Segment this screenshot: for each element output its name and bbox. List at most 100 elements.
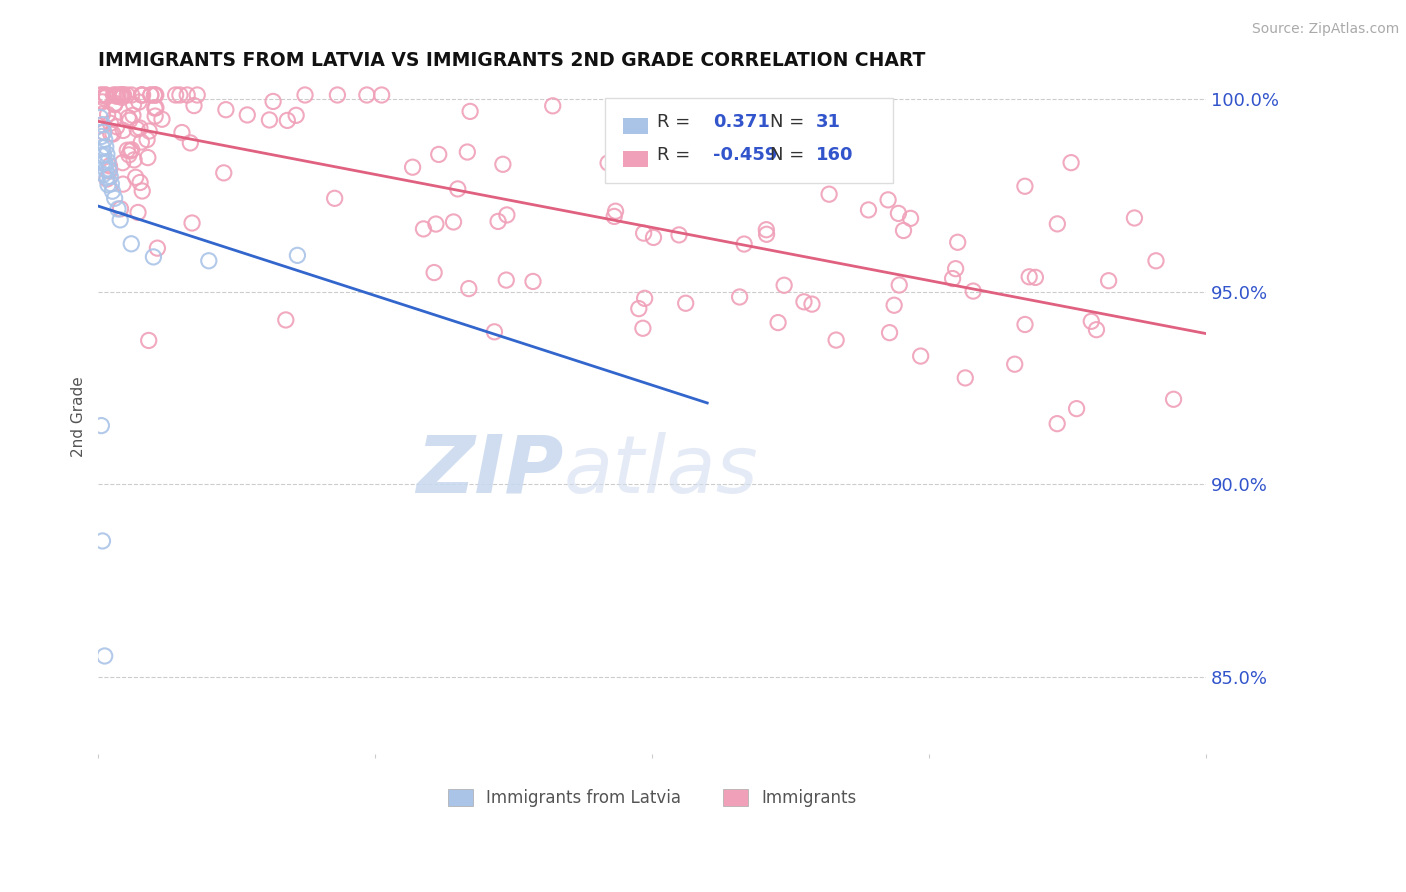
Point [1024,270,1046,285]
Point [117,143,139,157]
Point [755,223,778,237]
Text: atlas: atlas [564,432,758,510]
Point [136,133,159,147]
Point [93,91,115,105]
Point [143,87,166,102]
Point [541,99,564,113]
Text: R =: R = [657,146,690,164]
Text: -0.459: -0.459 [713,146,778,164]
Point [486,214,509,228]
Point [900,211,922,226]
Point [122,153,145,167]
Point [1085,323,1108,337]
Point [198,253,221,268]
Text: R =: R = [657,113,690,131]
Point [131,184,153,198]
Point [111,87,134,102]
Point [93,125,115,139]
Point [145,87,167,102]
Point [90,418,112,433]
Point [125,170,148,185]
Point [285,108,308,122]
Point [98,164,121,178]
Point [627,301,650,316]
Point [91,156,114,170]
Point [790,150,813,164]
Point [825,333,848,347]
Point [93,132,115,146]
Point [115,87,138,102]
Point [1163,392,1185,407]
Point [1144,253,1167,268]
Point [131,135,153,149]
Point [104,87,127,102]
Point [104,191,127,205]
Point [356,87,378,102]
Point [495,273,517,287]
Point [496,208,519,222]
Point [236,108,259,122]
Point [90,129,112,144]
Point [90,87,112,102]
Point [90,87,112,102]
Point [96,170,118,185]
Point [94,140,117,154]
Point [887,206,910,220]
Point [145,101,167,115]
Point [457,282,479,296]
Point [287,248,309,262]
Point [127,205,149,219]
Point [1060,155,1083,169]
Text: 31: 31 [815,113,841,131]
Point [96,172,118,186]
Point [105,89,128,103]
Point [97,107,120,121]
Point [215,103,238,117]
Point [858,202,880,217]
Point [633,226,655,240]
Point [169,87,191,102]
Point [105,120,128,134]
Point [138,124,160,138]
Point [879,326,901,340]
Point [456,145,478,159]
Point [117,111,139,125]
Text: 160: 160 [815,146,853,164]
Point [94,87,117,102]
Point [634,291,657,305]
Point [150,112,173,127]
Point [97,154,120,169]
Point [136,151,159,165]
Point [427,147,450,161]
Point [412,222,434,236]
Point [143,87,166,102]
Point [179,136,201,150]
Point [818,187,841,202]
Point [111,87,134,102]
Point [893,223,915,237]
Text: ZIP: ZIP [416,432,564,510]
Point [101,184,124,198]
Point [91,95,114,109]
Point [668,227,690,242]
Y-axis label: 2nd Grade: 2nd Grade [72,376,86,458]
Point [655,157,678,171]
Point [91,141,114,155]
Point [458,104,481,119]
Point [447,182,470,196]
Point [110,202,132,216]
Point [93,148,115,162]
Point [186,87,208,102]
Point [127,122,149,136]
Point [107,202,129,216]
Point [773,278,796,293]
Legend: Immigrants from Latvia, Immigrants: Immigrants from Latvia, Immigrants [441,782,863,814]
Point [945,261,967,276]
Point [121,87,143,102]
Point [103,87,125,102]
Point [522,275,544,289]
Point [142,250,165,264]
Point [131,87,153,102]
Point [176,87,198,102]
Point [143,109,166,123]
